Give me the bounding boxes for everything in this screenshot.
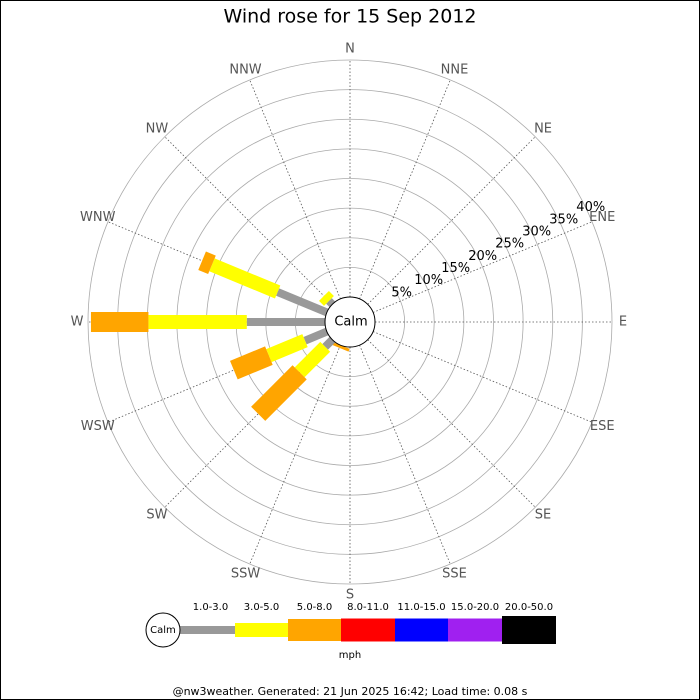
direction-label: E bbox=[619, 315, 627, 330]
legend-label: 8.0-11.0 bbox=[347, 602, 389, 613]
spoke bbox=[372, 221, 593, 313]
legend-calm-circle bbox=[145, 612, 181, 648]
bar-segment bbox=[209, 258, 281, 299]
legend-label: 11.0-15.0 bbox=[397, 602, 445, 613]
legend-swatch bbox=[288, 619, 341, 641]
bar-segment bbox=[90, 312, 149, 332]
direction-label: ENE bbox=[589, 210, 615, 225]
legend-calm-label: Calm bbox=[150, 625, 176, 636]
unit-label: mph bbox=[339, 650, 361, 661]
legend-label: 20.0-50.0 bbox=[505, 602, 553, 613]
direction-label: SW bbox=[146, 508, 167, 523]
legend-label: 1.0-3.0 bbox=[193, 602, 228, 613]
ring bbox=[87, 59, 613, 585]
spoke bbox=[372, 331, 593, 423]
bar-segment bbox=[251, 365, 307, 421]
direction-label: WSW bbox=[81, 419, 115, 434]
direction-label: SE bbox=[535, 508, 551, 523]
direction-label: NNW bbox=[229, 62, 261, 77]
bar-segment bbox=[326, 298, 336, 308]
bar-segment bbox=[303, 327, 329, 345]
r-tick-label: 5% bbox=[391, 285, 412, 300]
spoke bbox=[367, 339, 536, 508]
direction-label: NE bbox=[534, 121, 552, 136]
spoke bbox=[367, 136, 536, 305]
legend-swatch bbox=[395, 618, 448, 642]
legend-label: 5.0-8.0 bbox=[297, 602, 332, 613]
legend-swatch bbox=[341, 618, 395, 642]
legend-swatch bbox=[448, 618, 502, 642]
bar-segment bbox=[266, 334, 308, 363]
calm-label: Calm bbox=[334, 315, 367, 330]
bar-segment bbox=[230, 346, 273, 380]
direction-label: ESE bbox=[590, 419, 615, 434]
bar-segment bbox=[198, 251, 216, 275]
bar-segment bbox=[246, 318, 325, 326]
legend-swatch bbox=[502, 616, 556, 644]
footer: @nw3weather. Generated: 21 Jun 2025 16:4… bbox=[173, 685, 528, 698]
direction-label: N bbox=[345, 42, 355, 57]
r-tick-label: 25% bbox=[495, 237, 524, 252]
bar-segment bbox=[322, 336, 336, 350]
spoke bbox=[249, 344, 341, 565]
r-tick-label: 10% bbox=[414, 273, 443, 288]
bar-segment bbox=[229, 359, 239, 382]
direction-label: SSE bbox=[442, 567, 467, 582]
bar-segment bbox=[276, 288, 329, 317]
r-tick-label: 35% bbox=[549, 212, 578, 227]
chart-title: Wind rose for 15 Sep 2012 bbox=[223, 6, 476, 28]
spoke bbox=[359, 79, 451, 300]
direction-label: NW bbox=[146, 121, 169, 136]
r-tick-label: 30% bbox=[522, 225, 551, 240]
direction-label: WNW bbox=[80, 210, 116, 225]
direction-label: S bbox=[346, 588, 354, 603]
bar-segment bbox=[294, 341, 331, 378]
calm-circle bbox=[324, 296, 376, 348]
direction-label: NNE bbox=[441, 62, 469, 77]
r-tick-label: 20% bbox=[468, 249, 497, 264]
legend-swatch bbox=[180, 626, 235, 634]
spoke bbox=[249, 79, 341, 300]
spoke bbox=[164, 136, 333, 305]
spoke bbox=[359, 344, 451, 565]
bar-segment bbox=[148, 315, 247, 329]
legend-swatch bbox=[235, 623, 288, 637]
direction-label: SSW bbox=[231, 567, 261, 582]
r-tick-label: 15% bbox=[441, 261, 470, 276]
bar-segment bbox=[330, 341, 350, 352]
direction-label: W bbox=[71, 315, 84, 330]
legend-label: 3.0-5.0 bbox=[244, 602, 279, 613]
bar-segment bbox=[318, 290, 334, 306]
r-tick-label: 40% bbox=[576, 200, 605, 215]
legend-label: 15.0-20.0 bbox=[451, 602, 499, 613]
